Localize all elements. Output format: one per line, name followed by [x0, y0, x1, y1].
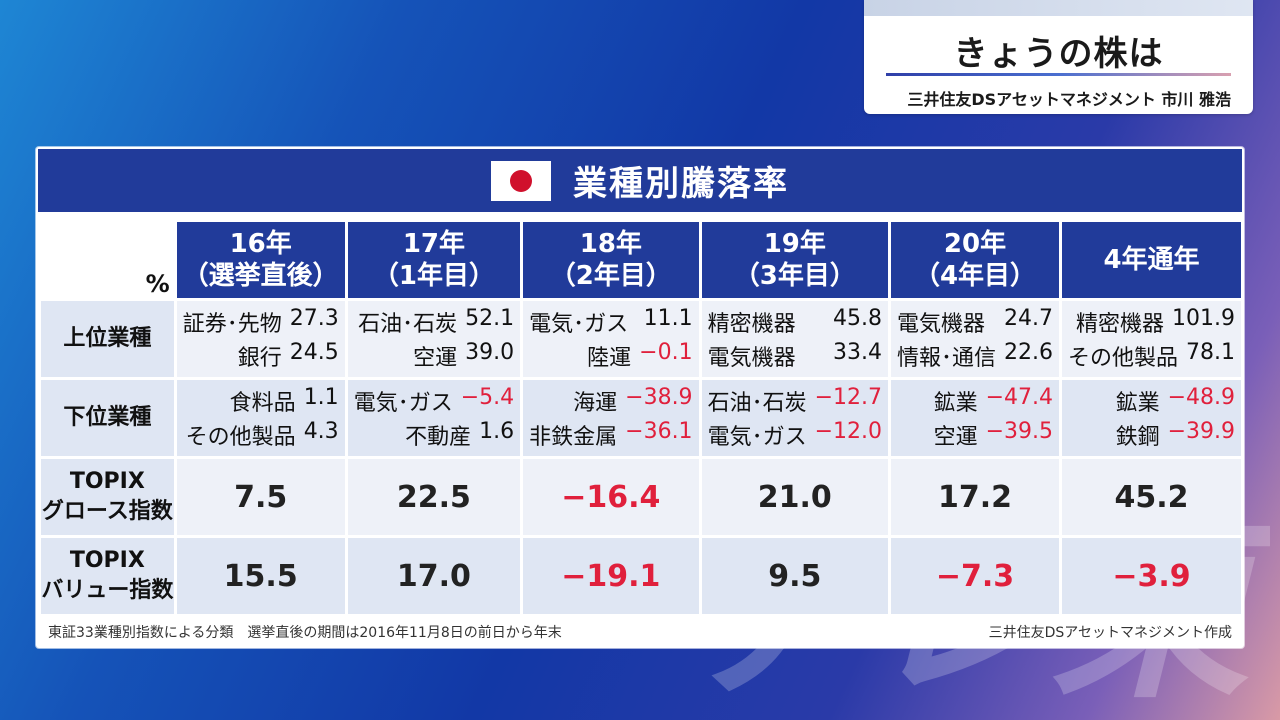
sector-returns-table: % 16年 （選挙直後） 17年 （1年目） 18年 （2年目） 19年 （3年目） 2…	[38, 219, 1244, 617]
row-label-value: TOPIX バリュー指数	[41, 538, 174, 614]
japan-flag-icon	[491, 160, 551, 201]
table-cell: 7.5	[176, 459, 345, 535]
table-cell: 鉱業 −48.9 鉄鋼 −39.9	[1062, 380, 1241, 456]
panel-header: 業種別騰落率	[38, 149, 1242, 212]
program-title: きょうの株は	[953, 34, 1164, 74]
table-cell: 食料品 1.1 その他製品 4.3	[176, 380, 345, 456]
presenter-name: 三井住友DSアセットマネジメント 市川 雅浩	[907, 90, 1231, 109]
column-header-17: 17年 （1年目）	[347, 222, 521, 298]
unit-label: %	[145, 270, 170, 298]
table-cell: −7.3	[891, 538, 1059, 614]
row-label-growth: TOPIX グロース指数	[41, 459, 174, 535]
column-header-20: 20年 （4年目）	[891, 222, 1059, 298]
table-cell: 45.2	[1062, 459, 1241, 535]
column-header-19: 19年 （3年目）	[701, 222, 888, 298]
header-row: % 16年 （選挙直後） 17年 （1年目） 18年 （2年目） 19年 （3年目） 2…	[41, 222, 1241, 298]
topix-growth-row: TOPIX グロース指数 7.5 22.5 −16.4 21.0 17.2 45.…	[41, 459, 1241, 535]
caption-stripe	[864, 0, 1253, 16]
table-cell: 海運 −38.9 非鉄金属 −36.1	[523, 380, 699, 456]
row-label-upper: 上位業種	[41, 301, 174, 377]
table-cell: 証券･先物 27.3 銀行 24.5	[176, 301, 345, 377]
table-cell: 9.5	[701, 538, 888, 614]
table-cell: −3.9	[1062, 538, 1241, 614]
table-cell: 石油･石炭 −12.7 電気･ガス −12.0	[701, 380, 888, 456]
column-header-16: 16年 （選挙直後）	[176, 222, 345, 298]
table-cell: 17.0	[347, 538, 521, 614]
credit-note: 三井住友DSアセットマネジメント作成	[988, 625, 1232, 641]
panel-title: 業種別騰落率	[573, 164, 789, 204]
table-cell: 15.5	[176, 538, 345, 614]
upper-sectors-row: 上位業種 証券･先物 27.3 銀行 24.5 石油･石炭 52.1 空運 39.0 電気･…	[41, 301, 1241, 377]
table-cell: 鉱業 −47.4 空運 −39.5	[891, 380, 1059, 456]
table-cell: 21.0	[701, 459, 888, 535]
lower-sectors-row: 下位業種 食料品 1.1 その他製品 4.3 電気･ガス −5.4 不動産 1.6 海運 −3…	[41, 380, 1241, 456]
table-cell: −16.4	[523, 459, 699, 535]
table-cell: 精密機器 101.9 その他製品 78.1	[1062, 301, 1241, 377]
program-caption-box: きょうの株は 三井住友DSアセットマネジメント 市川 雅浩	[864, 0, 1253, 114]
source-note: 東証33業種別指数による分類 選挙直後の期間は2016年11月8日の前日から年末	[48, 625, 562, 641]
column-header-18: 18年 （2年目）	[523, 222, 699, 298]
row-label-lower: 下位業種	[41, 380, 174, 456]
table-cell: 石油･石炭 52.1 空運 39.0	[347, 301, 521, 377]
caption-divider	[886, 73, 1231, 76]
table-cell: 電気機器 24.7 情報･通信 22.6	[891, 301, 1059, 377]
sector-returns-panel: 業種別騰落率 % 16年 （選挙直後） 17年 （1年目） 18年 （2年目） 19年…	[36, 147, 1244, 648]
table-cell: 22.5	[347, 459, 521, 535]
table-cell: 電気･ガス 11.1 陸運 −0.1	[523, 301, 699, 377]
table-cell: −19.1	[523, 538, 699, 614]
table-cell: 電気･ガス −5.4 不動産 1.6	[347, 380, 521, 456]
topix-value-row: TOPIX バリュー指数 15.5 17.0 −19.1 9.5 −7.3 −3.…	[41, 538, 1241, 614]
column-header-total: 4年通年	[1062, 222, 1241, 298]
table-cell: 17.2	[891, 459, 1059, 535]
table-cell: 精密機器 45.8 電気機器 33.4	[701, 301, 888, 377]
